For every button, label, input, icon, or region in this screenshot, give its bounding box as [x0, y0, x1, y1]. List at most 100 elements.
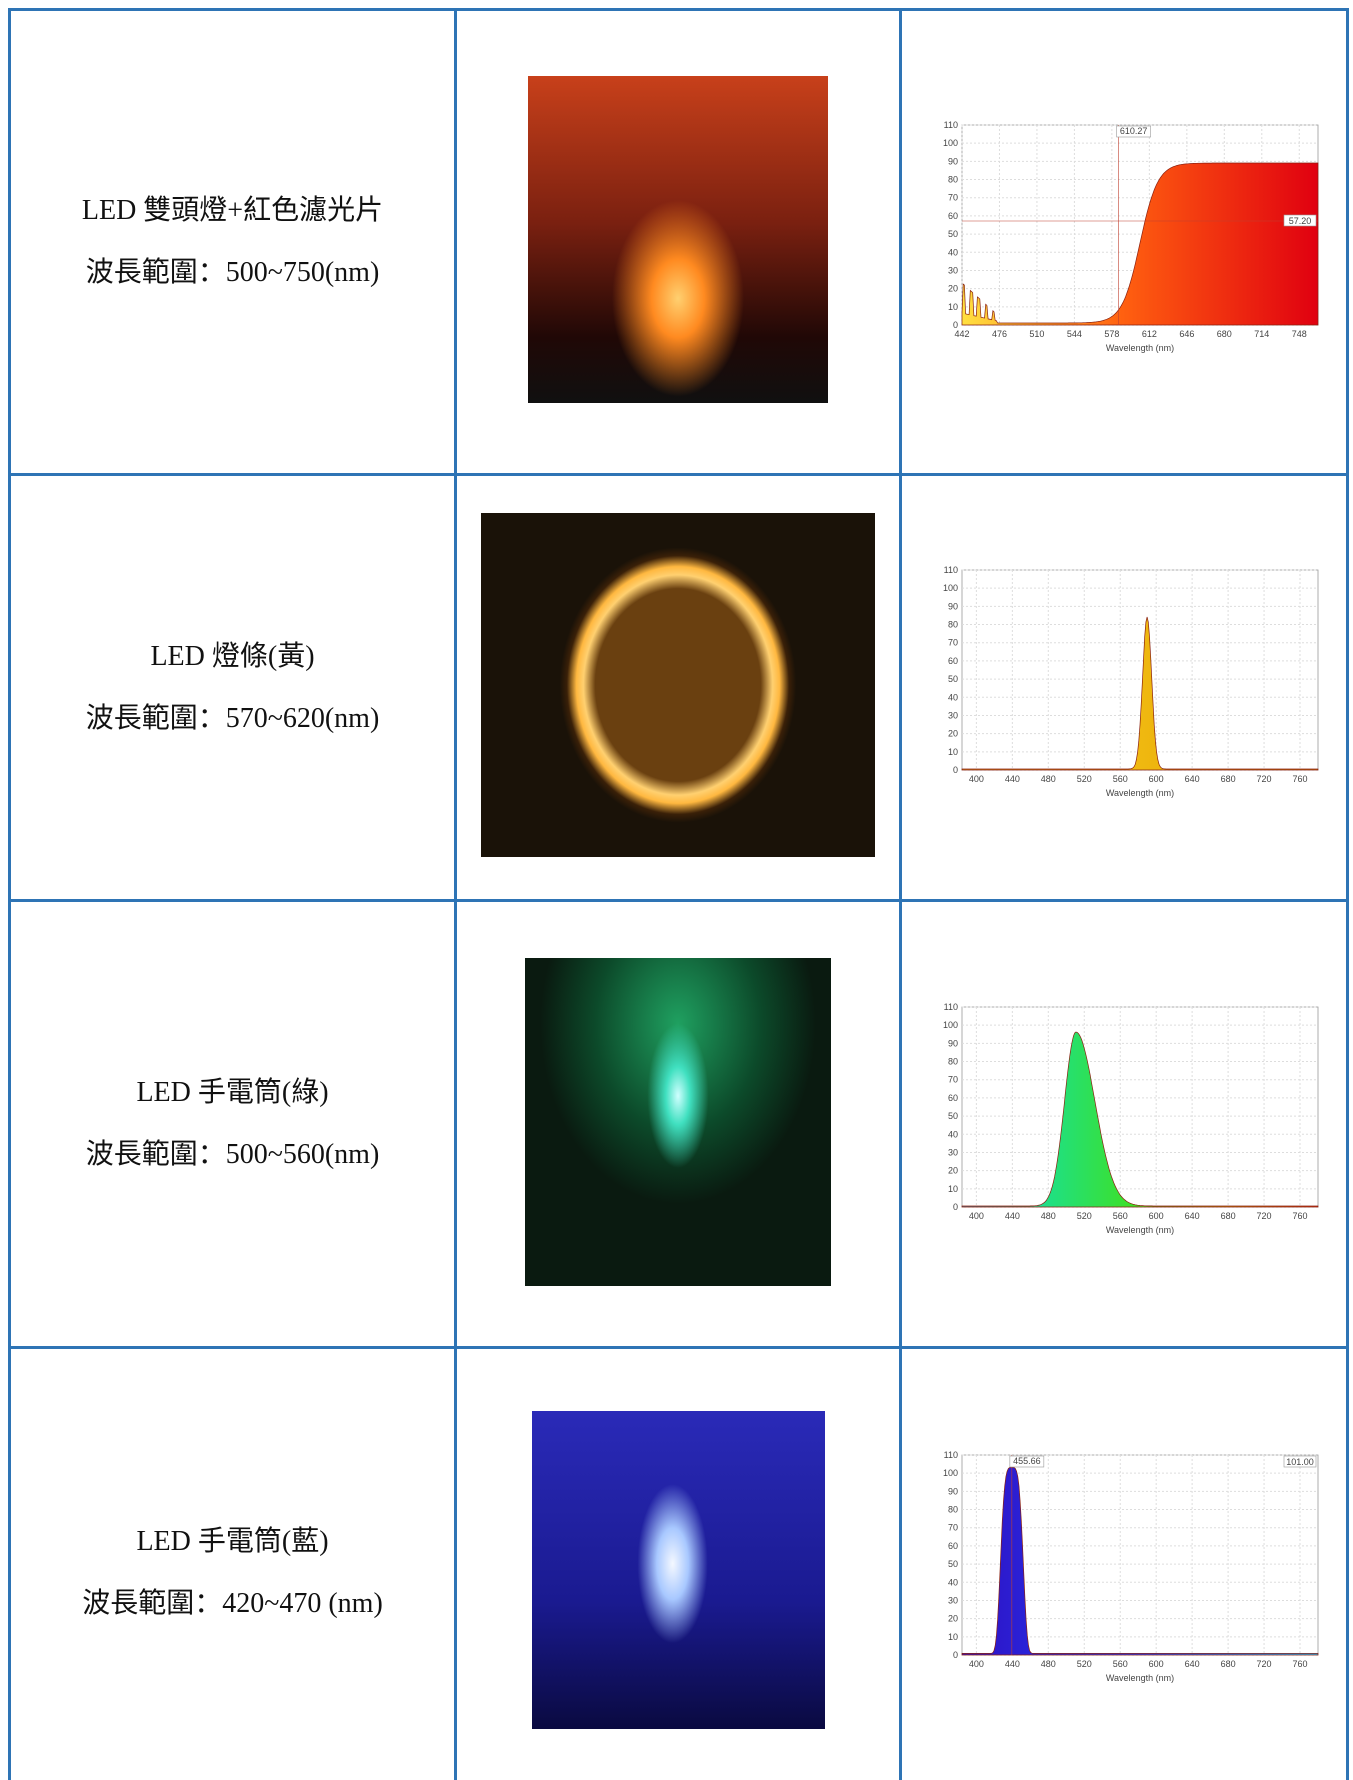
x-tick-label: 680: [1217, 329, 1232, 339]
y-tick-label: 60: [948, 210, 958, 220]
spectrum-cell: 0102030405060708090100110400440480520560…: [901, 1348, 1348, 1780]
x-tick-label: 442: [954, 329, 969, 339]
x-tick-label: 400: [969, 1659, 984, 1669]
y-tick-label: 100: [943, 138, 958, 148]
x-tick-label: 578: [1104, 329, 1119, 339]
y-tick-label: 30: [948, 265, 958, 275]
x-tick-label: 760: [1293, 1211, 1308, 1221]
y-tick-label: 90: [948, 1486, 958, 1496]
y-tick-label: 90: [948, 1038, 958, 1048]
x-tick-label: 720: [1257, 1659, 1272, 1669]
x-axis-label: Wavelength (nm): [1106, 343, 1174, 353]
y-tick-label: 110: [944, 1002, 958, 1012]
cell-text: LED 手電筒(綠): [11, 1062, 454, 1124]
light-photo: [532, 1411, 825, 1729]
x-tick-label: 520: [1077, 774, 1092, 784]
y-tick-label: 80: [948, 620, 958, 630]
spectrum-table: LED 雙頭燈+紅色濾光片波長範圍：500~750(nm) 0 10 20 30 40 50…: [8, 8, 1349, 1780]
y-tick-label: 70: [948, 1074, 958, 1084]
x-tick-label: 640: [1185, 774, 1200, 784]
annotation: 455.66: [1013, 1456, 1041, 1466]
x-tick-label: 720: [1257, 1211, 1272, 1221]
y-tick-label: 60: [948, 656, 958, 666]
cell-text: 波長範圍：420~470 (nm): [11, 1573, 454, 1635]
x-tick-label: 560: [1113, 1659, 1128, 1669]
x-tick-label: 440: [1005, 1659, 1020, 1669]
x-tick-label: 600: [1149, 774, 1164, 784]
x-tick-label: 520: [1077, 1659, 1092, 1669]
x-tick-label: 640: [1185, 1211, 1200, 1221]
x-tick-label: 646: [1179, 329, 1194, 339]
x-tick-label: 680: [1221, 774, 1236, 784]
photo-cell: [456, 475, 901, 901]
y-tick-label: 30: [948, 710, 958, 720]
y-tick-label: 90: [948, 156, 958, 166]
annotation: 101.00: [1286, 1457, 1314, 1467]
y-tick-label: 20: [948, 1165, 958, 1175]
light-photo: [528, 76, 828, 403]
x-tick-label: 476: [992, 329, 1007, 339]
label-cell: LED 雙頭燈+紅色濾光片波長範圍：500~750(nm): [10, 10, 456, 475]
annotation: 57.20: [1289, 216, 1312, 226]
y-tick-label: 20: [948, 1614, 958, 1624]
y-tick-label: 50: [948, 1111, 958, 1121]
cell-text: LED 手電筒(藍): [11, 1511, 454, 1573]
y-tick-label: 100: [943, 1020, 958, 1030]
x-tick-label: 510: [1029, 329, 1044, 339]
y-tick-label: 10: [948, 1183, 958, 1193]
x-tick-label: 400: [969, 1211, 984, 1221]
x-tick-label: 720: [1257, 774, 1272, 784]
y-tick-label: 70: [948, 192, 958, 202]
x-tick-label: 440: [1005, 774, 1020, 784]
x-tick-label: 440: [1005, 1211, 1020, 1221]
annotation: 610.27: [1120, 126, 1148, 136]
y-tick-label: 50: [948, 674, 958, 684]
y-tick-label: 0: [953, 1202, 958, 1212]
x-tick-label: 600: [1149, 1211, 1164, 1221]
y-tick-label: 50: [948, 1559, 958, 1569]
x-tick-label: 760: [1293, 774, 1308, 784]
x-tick-label: 560: [1113, 1211, 1128, 1221]
y-tick-label: 40: [948, 692, 958, 702]
y-tick-label: 30: [948, 1147, 958, 1157]
y-tick-label: 50: [948, 229, 958, 239]
x-axis-label: Wavelength (nm): [1106, 1673, 1174, 1683]
y-tick-label: 110: [944, 565, 958, 575]
y-tick-label: 60: [948, 1092, 958, 1102]
y-tick-label: 40: [948, 1129, 958, 1139]
x-axis-label: Wavelength (nm): [1106, 788, 1174, 798]
light-photo: [481, 513, 875, 857]
cell-text: LED 雙頭燈+紅色濾光片: [11, 180, 454, 242]
x-tick-label: 714: [1254, 329, 1269, 339]
y-tick-label: 10: [948, 747, 958, 757]
x-tick-label: 760: [1293, 1659, 1308, 1669]
cell-text: 波長範圍：570~620(nm): [11, 688, 454, 750]
photo-cell: [456, 901, 901, 1348]
y-tick-label: 10: [948, 301, 958, 311]
x-axis-label: Wavelength (nm): [1106, 1225, 1174, 1235]
y-tick-label: 100: [943, 583, 958, 593]
light-photo: [525, 958, 831, 1286]
x-tick-label: 560: [1113, 774, 1128, 784]
x-tick-label: 544: [1067, 329, 1082, 339]
y-tick-label: 20: [948, 729, 958, 739]
y-tick-label: 0: [953, 765, 958, 775]
y-tick-label: 110: [944, 1450, 958, 1460]
x-tick-label: 400: [969, 774, 984, 784]
y-tick-label: 70: [948, 638, 958, 648]
y-tick-label: 0: [953, 1650, 958, 1660]
x-tick-label: 480: [1041, 774, 1056, 784]
cell-text: 波長範圍：500~750(nm): [11, 242, 454, 304]
x-tick-label: 680: [1221, 1211, 1236, 1221]
y-tick-label: 40: [948, 1577, 958, 1587]
